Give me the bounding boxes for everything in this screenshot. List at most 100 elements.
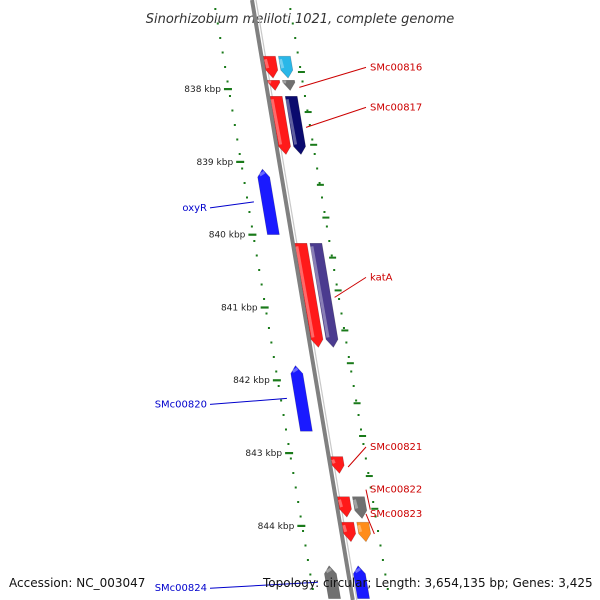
gene-label-SMc00824: SMc00824 [155,583,207,594]
left-dot [263,298,266,300]
left-dot [255,254,258,257]
gene-highlight [285,99,298,145]
kbp-tick [236,160,245,163]
right-dot [379,544,382,547]
tick-marks [214,8,389,590]
left-dot [253,240,256,242]
left-dot [280,399,283,402]
gene-arrow-g3 [282,80,296,92]
minor-tick [371,507,379,510]
left-dot [216,22,219,25]
gene-arrow-g12 [352,496,368,520]
right-dot [294,37,297,39]
left-dot [233,124,236,126]
right-dot [340,312,343,315]
gene-highlight [291,367,299,373]
gene-label-SMc00820: SMc00820 [155,399,207,410]
left-dot [231,109,234,112]
label-leader [209,201,254,209]
label-leader [347,446,367,468]
right-dot [386,588,389,590]
right-dot [352,385,355,387]
right-dot [362,443,365,445]
left-dot [284,428,287,431]
label-leader [305,106,367,128]
gene-arrow-g5 [284,96,306,156]
right-dot [350,370,353,373]
topology-text: Topology: circular; Length: 3,654,135 bp… [262,576,593,590]
left-dot [241,167,244,170]
gene-features [257,55,372,599]
kbp-tick [272,379,281,382]
left-dot [258,269,261,271]
kbp-scale-labels: 838 kbp 839 kbp 840 kbp 841 kbp 842 kbp 843 k… [184,85,294,532]
left-dot [270,341,273,344]
right-dot [325,225,328,228]
left-dot [226,80,229,83]
left-dot [275,370,278,373]
left-dot [282,414,285,416]
left-dot [248,211,251,213]
label-leader [365,513,375,535]
kbp-label: 840 kbp [209,231,246,241]
gene-highlight [270,99,283,145]
label-leader [299,66,367,88]
right-dot [377,530,380,532]
map-title: Sinorhizobium meliloti 1021, complete ge… [146,12,455,27]
gene-highlight [337,499,343,508]
gene-highlight [258,170,266,177]
kbp-tick [223,88,232,91]
gene-arrow-g2 [267,80,281,92]
gene-arrow-g1 [278,55,294,79]
gene-arrow-g7 [294,243,324,348]
right-dot [330,254,333,257]
right-dot [296,51,299,54]
minor-tick [297,71,305,73]
gene-label-katA: katA [370,272,393,283]
label-leader [209,581,318,589]
left-dot [250,225,253,228]
left-dot [302,530,305,532]
right-dot [323,211,326,213]
gene-arrow-g6 [257,168,280,235]
left-dot [306,559,309,561]
gene-labels: SMc00816 SMc00817 oxyR katA SMc00820 SMc00821… [155,62,423,594]
right-dot [328,240,331,242]
kbp-tick [248,233,257,236]
right-dot [299,66,302,68]
left-dot [304,544,307,547]
minor-tick [353,402,361,405]
left-dot [311,588,314,590]
right-dot [333,269,336,271]
right-dot [338,298,341,300]
minor-tick [334,289,342,292]
right-dot [369,486,372,489]
gene-highlight [331,459,336,464]
right-dot [306,109,309,112]
left-dot [228,95,231,97]
minor-tick [322,216,330,219]
gene-highlight [263,58,270,69]
left-dot [221,51,224,54]
right-dot [291,22,294,25]
left-dot [309,573,312,576]
gene-highlight [352,499,359,509]
gene-label-SMc00821: SMc00821 [370,442,422,453]
minor-tick [341,329,349,332]
gene-arrow-g0 [263,55,279,79]
left-dot [289,457,292,460]
gene-arrow-g10 [330,456,345,474]
left-dot [297,501,300,503]
left-dot [265,312,268,315]
gene-arrow-g15 [324,565,341,599]
right-dot [347,356,350,358]
right-dot [335,283,338,286]
label-leader [209,397,287,405]
left-dot [294,486,297,489]
minor-tick [359,435,367,437]
left-dot [243,182,246,184]
right-dot [374,515,377,518]
left-dot [238,153,241,155]
right-dot [301,80,304,83]
